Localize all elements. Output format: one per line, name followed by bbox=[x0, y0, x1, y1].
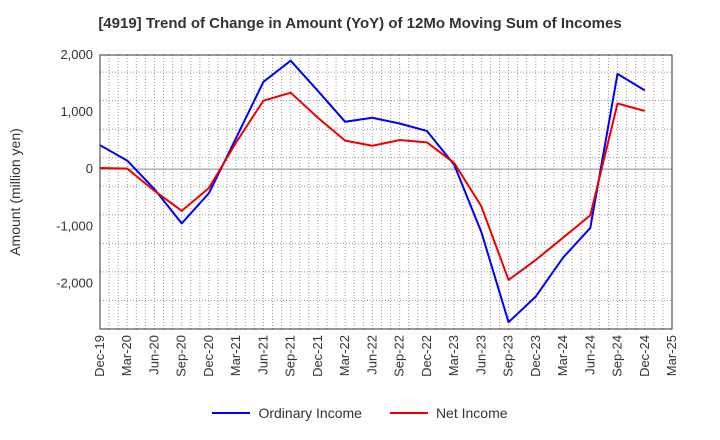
x-tick-label: Jun-22 bbox=[364, 335, 379, 375]
legend-label: Ordinary Income bbox=[258, 405, 362, 421]
x-tick-label: Sep-23 bbox=[501, 335, 516, 377]
x-tick-label: Jun-20 bbox=[146, 335, 161, 375]
x-tick-label: Mar-20 bbox=[119, 335, 134, 376]
x-tick-label: Mar-24 bbox=[555, 335, 570, 376]
x-tick-label: Dec-19 bbox=[92, 335, 107, 377]
legend-item-ordinary-income: Ordinary Income bbox=[212, 405, 362, 421]
x-tick-label: Sep-20 bbox=[174, 335, 189, 377]
x-tick-label: Jun-24 bbox=[582, 335, 597, 375]
plot-frame bbox=[99, 54, 673, 330]
y-tick-label: 1,000 bbox=[60, 104, 93, 119]
y-tick-label: -1,000 bbox=[56, 218, 93, 233]
x-tick-label: Sep-21 bbox=[283, 335, 298, 377]
legend-swatch bbox=[212, 412, 251, 414]
legend-swatch bbox=[389, 412, 428, 414]
y-tick-label: -2,000 bbox=[56, 275, 93, 290]
x-tick-label: Dec-24 bbox=[637, 335, 652, 377]
legend-label: Net Income bbox=[435, 405, 508, 421]
x-tick-label: Mar-25 bbox=[664, 335, 679, 376]
x-tick-label: Mar-21 bbox=[228, 335, 243, 376]
x-tick-label: Dec-23 bbox=[528, 335, 543, 377]
x-tick-label: Dec-22 bbox=[419, 335, 434, 377]
x-tick-label: Mar-22 bbox=[337, 335, 352, 376]
y-tick-label: 0 bbox=[86, 161, 93, 176]
chart-title: [4919] Trend of Change in Amount (YoY) o… bbox=[98, 15, 622, 32]
ordinary-income-line bbox=[99, 59, 646, 324]
legend-item-net-income: Net Income bbox=[389, 405, 508, 421]
x-tick-label: Mar-23 bbox=[446, 335, 461, 376]
legend: Ordinary Income Net Income bbox=[0, 405, 720, 421]
x-tick-label: Jun-21 bbox=[255, 335, 270, 375]
x-tick-label: Dec-20 bbox=[201, 335, 216, 377]
x-tick-label: Sep-24 bbox=[610, 335, 625, 377]
net-income-line bbox=[99, 91, 646, 281]
x-tick-label: Sep-22 bbox=[392, 335, 407, 377]
x-tick-label: Dec-21 bbox=[310, 335, 325, 377]
x-tick-label: Jun-23 bbox=[473, 335, 488, 375]
y-tick-label: 2,000 bbox=[60, 47, 93, 62]
